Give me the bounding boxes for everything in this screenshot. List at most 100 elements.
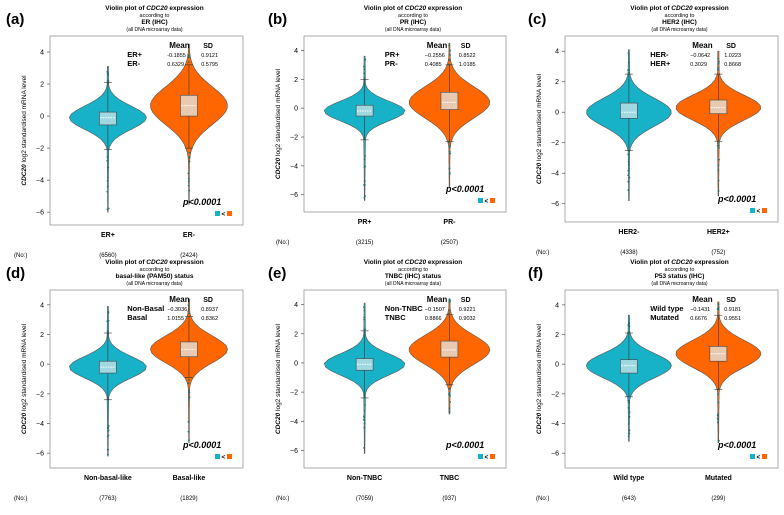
outlier-dot xyxy=(448,393,451,396)
p-value: p<0.0001 xyxy=(182,197,221,207)
y-label-gene: CDC20 xyxy=(21,412,28,434)
x-category-label: Non-basal-like xyxy=(84,475,132,482)
stat-group-label: HER- xyxy=(650,50,669,59)
sd-header: SD xyxy=(203,297,213,304)
plot-frame xyxy=(564,289,779,469)
mean-header: Mean xyxy=(427,295,448,304)
n-label: (No:) xyxy=(14,496,27,502)
title-data-note: (all DNA microarray data) xyxy=(126,281,182,287)
outlier-dot xyxy=(448,141,450,144)
n-label: (No:) xyxy=(536,250,549,256)
y-tick-label: 2 xyxy=(40,332,44,339)
title-suffix: expression xyxy=(168,5,204,12)
y-tick-label: −6 xyxy=(36,210,44,217)
outlier-dot xyxy=(363,316,366,319)
outlier-dot xyxy=(716,421,719,424)
compare-swatch-group2 xyxy=(762,454,767,459)
outlier-dot xyxy=(718,158,720,161)
outlier-dot xyxy=(627,399,630,402)
y-tick-label: 4 xyxy=(555,49,559,56)
outlier-dot xyxy=(717,418,719,421)
y-tick-label: −2 xyxy=(36,146,44,153)
title-suffix: expression xyxy=(693,5,729,12)
y-tick-label: −2 xyxy=(290,134,298,141)
y-tick-label: −4 xyxy=(36,178,44,185)
outlier-dot xyxy=(718,439,720,442)
outlier-dot xyxy=(363,77,366,80)
title-prefix: Violin plot of xyxy=(105,5,146,12)
outlier-dot xyxy=(717,62,720,65)
outlier-dot xyxy=(188,391,191,394)
title-gene: CDC20 xyxy=(671,259,693,266)
outlier-dot xyxy=(106,79,109,82)
y-tick-label: 4 xyxy=(294,48,298,55)
x-category-label: HER2- xyxy=(618,229,640,236)
stat-group-label: HER+ xyxy=(650,59,671,68)
y-label-rest: log2 standardised mRNA level xyxy=(21,75,28,164)
outlier-dot xyxy=(449,395,452,397)
outlier-dot xyxy=(449,144,452,147)
outlier-dot xyxy=(363,68,366,71)
outlier-dot xyxy=(363,422,366,425)
y-tick-label: 2 xyxy=(294,77,298,84)
title-according: according to xyxy=(665,13,695,19)
x-category-label: TNBC xyxy=(440,475,459,482)
outlier-dot xyxy=(107,166,110,169)
outlier-dot xyxy=(364,155,366,158)
outlier-dot xyxy=(628,415,631,418)
outlier-dot xyxy=(364,58,367,61)
outlier-dot xyxy=(363,158,366,161)
outlier-dot xyxy=(449,151,451,153)
chart-title: Violin plot of CDC20 expression xyxy=(364,259,463,266)
p-value: p<0.0001 xyxy=(445,440,484,450)
outlier-dot xyxy=(717,393,719,395)
outlier-dot xyxy=(449,152,452,155)
title-suffix: expression xyxy=(426,5,462,12)
y-tick-label: 0 xyxy=(555,362,559,369)
y-tick-label: 0 xyxy=(555,110,559,117)
outlier-dot xyxy=(363,426,366,429)
title-data-note: (all DNA microarray data) xyxy=(385,27,441,33)
outlier-dot xyxy=(106,156,109,158)
outlier-dot xyxy=(627,161,630,163)
outlier-dot xyxy=(627,406,630,409)
chart-title: Violin plot of CDC20 expression xyxy=(630,259,729,266)
outlier-dot xyxy=(363,184,366,187)
outlier-dot xyxy=(448,407,451,410)
box-iqr xyxy=(440,340,459,358)
n-label: (No:) xyxy=(276,240,289,246)
panel-b: (b) Violin plot of CDC20 expressionaccord… xyxy=(268,5,507,246)
stat-sd-value: 0.9181 xyxy=(724,307,741,313)
outlier-dot xyxy=(107,176,109,179)
y-tick-label: 0 xyxy=(294,106,298,113)
outlier-dot xyxy=(718,60,720,63)
outlier-dot xyxy=(716,413,719,415)
stat-sd-value: 0.9221 xyxy=(459,307,476,313)
x-category-label: ER+ xyxy=(101,232,115,239)
y-axis-label: CDC20 log2 standardised mRNA level xyxy=(21,323,28,434)
mean-header: Mean xyxy=(692,295,713,304)
y-axis-label: CDC20 log2 standardised mRNA level xyxy=(21,75,28,186)
p-value: p<0.0001 xyxy=(717,440,756,450)
stat-group-label: Non-TNBC xyxy=(385,304,423,313)
box-iqr xyxy=(709,99,728,115)
stat-mean-value: 0.6676 xyxy=(690,316,707,322)
x-category-label: ER- xyxy=(183,232,196,239)
outlier-dot xyxy=(717,141,720,144)
outlier-dot xyxy=(362,306,365,309)
title-suffix: expression xyxy=(426,259,462,266)
outlier-dot xyxy=(188,189,191,192)
stat-sd-value: 1.0223 xyxy=(724,53,741,59)
outlier-dot xyxy=(187,420,190,423)
outlier-dot xyxy=(448,410,451,413)
outlier-dot xyxy=(187,378,190,381)
y-tick-label: −4 xyxy=(290,163,298,170)
stat-mean-value: −0.0642 xyxy=(690,53,710,59)
outlier-dot xyxy=(106,427,109,429)
y-label-gene: CDC20 xyxy=(536,162,543,184)
outlier-dot xyxy=(187,56,190,59)
outlier-dot xyxy=(717,164,720,167)
chart-subtitle: ER (IHC) xyxy=(141,19,167,26)
y-tick-label: 4 xyxy=(40,302,44,309)
